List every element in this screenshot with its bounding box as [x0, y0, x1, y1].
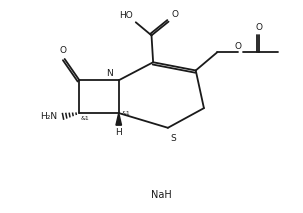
Text: O: O	[255, 23, 262, 32]
Text: O: O	[235, 42, 242, 52]
Text: O: O	[172, 10, 179, 19]
Text: O: O	[59, 46, 67, 55]
Text: HO: HO	[119, 11, 133, 20]
Polygon shape	[116, 113, 122, 125]
Text: N: N	[106, 69, 113, 78]
Text: &1: &1	[81, 116, 90, 121]
Text: S: S	[171, 134, 176, 143]
Text: H₂N: H₂N	[40, 112, 57, 121]
Text: NaH: NaH	[151, 190, 172, 200]
Text: &1: &1	[122, 111, 130, 116]
Text: H: H	[115, 128, 122, 137]
